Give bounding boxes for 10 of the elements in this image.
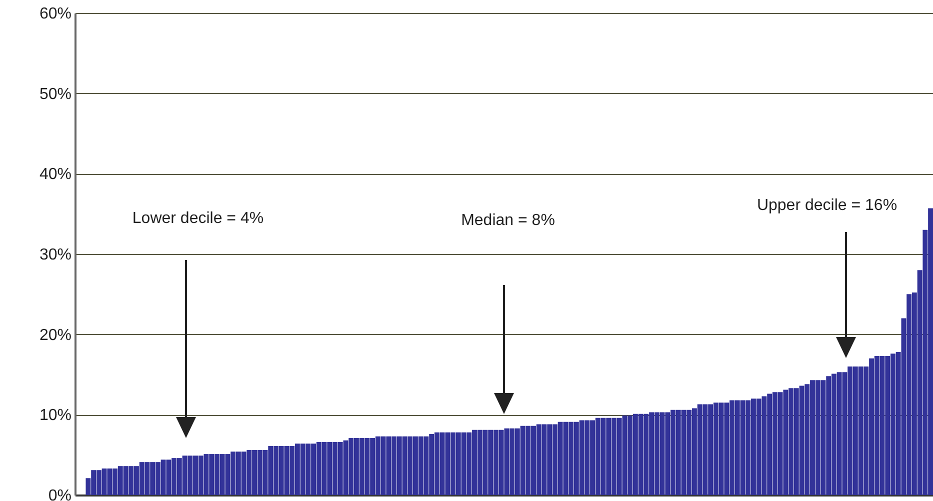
annotation: Lower decile = 4% [132,210,264,227]
y-tick-label: 10% [39,407,72,424]
y-tick-label: 20% [39,326,72,344]
y-tick-label: 0% [48,488,72,501]
y-tick-label: 50% [39,86,72,103]
y-tick-label: 40% [39,166,72,184]
y-tick-label: 30% [39,246,72,264]
y-tick-label: 60% [39,6,72,22]
annotation: Upper decile = 16% [756,197,898,214]
annotation: Median = 8% [461,212,555,229]
